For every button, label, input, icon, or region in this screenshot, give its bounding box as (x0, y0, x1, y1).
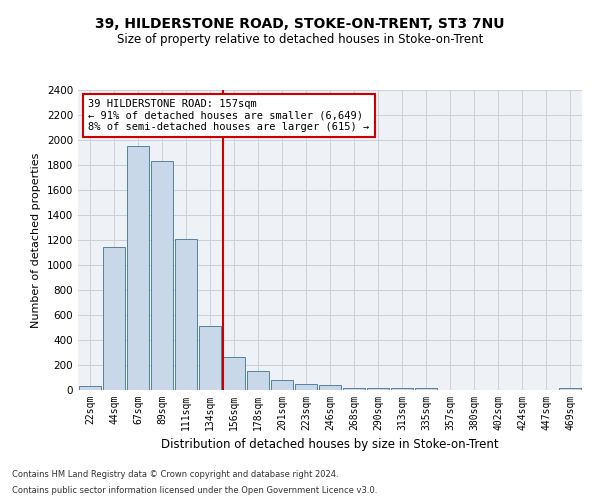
Text: Size of property relative to detached houses in Stoke-on-Trent: Size of property relative to detached ho… (117, 32, 483, 46)
Bar (295, 384, 317, 390)
Bar (127, 146, 149, 390)
Text: Contains HM Land Registry data © Crown copyright and database right 2024.: Contains HM Land Registry data © Crown c… (12, 470, 338, 479)
Bar (199, 326, 221, 390)
Bar (391, 388, 413, 390)
Bar (367, 388, 389, 390)
Text: Contains public sector information licensed under the Open Government Licence v3: Contains public sector information licen… (12, 486, 377, 495)
Bar (343, 388, 365, 390)
Bar (415, 388, 437, 390)
Bar (175, 240, 197, 390)
Text: 39 HILDERSTONE ROAD: 157sqm
← 91% of detached houses are smaller (6,649)
8% of s: 39 HILDERSTONE ROAD: 157sqm ← 91% of det… (88, 99, 370, 132)
Bar (223, 357, 245, 390)
Bar (319, 385, 341, 390)
Bar (271, 380, 293, 390)
Bar (151, 160, 173, 390)
X-axis label: Distribution of detached houses by size in Stoke-on-Trent: Distribution of detached houses by size … (161, 438, 499, 452)
Bar (247, 370, 269, 390)
Bar (79, 386, 101, 390)
Bar (559, 388, 581, 390)
Y-axis label: Number of detached properties: Number of detached properties (31, 152, 41, 328)
Bar (103, 247, 125, 390)
Text: 39, HILDERSTONE ROAD, STOKE-ON-TRENT, ST3 7NU: 39, HILDERSTONE ROAD, STOKE-ON-TRENT, ST… (95, 18, 505, 32)
